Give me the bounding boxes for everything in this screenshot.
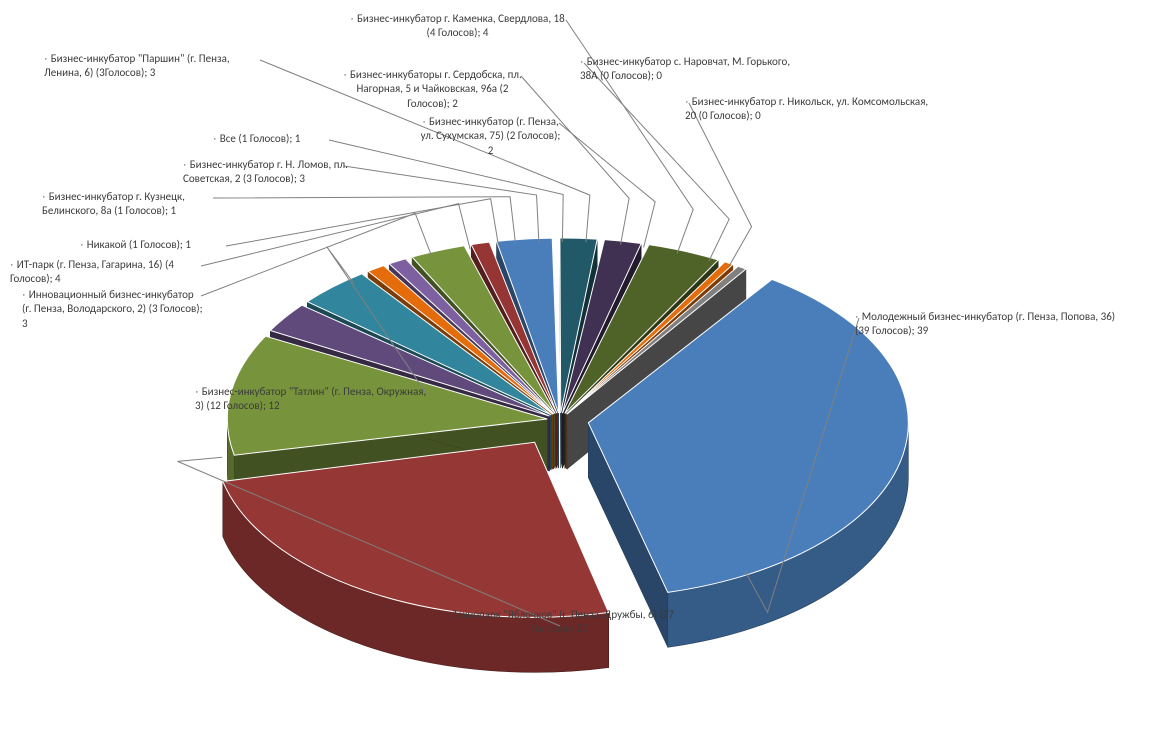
- label-marker: ·: [183, 159, 190, 171]
- slice-label: · Все (1 Голосов); 1: [213, 132, 333, 146]
- slice-label: · Бизнес-инкубатор (г. Пенза, ул. Сухумс…: [418, 115, 563, 158]
- label-marker: ·: [855, 311, 862, 323]
- label-marker: ·: [44, 53, 51, 65]
- leader-line: [213, 197, 516, 244]
- label-marker: ·: [213, 133, 220, 145]
- label-marker: ·: [10, 259, 17, 271]
- slice-label: · Бизнес-инкубатор с. Наровчат, М. Горьк…: [580, 55, 805, 84]
- label-marker: ·: [195, 386, 202, 398]
- slice-label: · Никакой (1 Голосов); 1: [80, 238, 230, 252]
- label-marker: ·: [22, 289, 29, 301]
- label-marker: ·: [422, 116, 429, 128]
- slice-label: · Бизнес-инкубатор "Татлин" (г. Пенза, О…: [195, 385, 430, 414]
- slice-label: · Бизнес-инкубатор г. Каменка, Свердлова…: [345, 12, 570, 41]
- slice-label: · Технопарк "Яблочков" (г. Пенза, Дружбы…: [445, 608, 675, 637]
- slice-label: · Бизнес-инкубатор г. Кузнецк, Белинског…: [42, 190, 217, 219]
- leader-line: [521, 76, 629, 245]
- label-marker: ·: [350, 13, 357, 25]
- slice-label: · Бизнес-инкубаторы г. Сердобска, пл. На…: [340, 68, 525, 111]
- slice-label: · Бизнес-инкубатор г. Н. Ломов, пл. Сове…: [183, 158, 348, 187]
- slice-label: · Инновационный бизнес-инкубатор (г. Пен…: [22, 288, 205, 331]
- label-marker: ·: [580, 56, 587, 68]
- leader-line: [584, 63, 729, 261]
- label-marker: ·: [685, 96, 692, 108]
- slice-label: · Бизнес-инкубатор г. Никольск, ул. Комс…: [685, 95, 940, 124]
- leader-line: [689, 103, 752, 267]
- slice-label: · Бизнес-инкубатор "Паршин" (г. Пенза, Л…: [44, 52, 264, 81]
- pie-chart-3d: · Молодежный бизнес-инкубатор (г. Пенза,…: [0, 0, 1161, 747]
- slice-label: · Молодежный бизнес-инкубатор (г. Пенза,…: [855, 310, 1125, 339]
- label-marker: ·: [343, 69, 350, 81]
- leader-line: [344, 166, 539, 242]
- label-marker: ·: [42, 191, 49, 203]
- label-marker: ·: [80, 239, 87, 251]
- leader-line: [559, 123, 655, 247]
- leader-line: [226, 199, 498, 246]
- label-marker: ·: [446, 609, 453, 621]
- slice-label: · ИТ-парк (г. Пенза, Гагарина, 16) (4 Го…: [10, 258, 205, 287]
